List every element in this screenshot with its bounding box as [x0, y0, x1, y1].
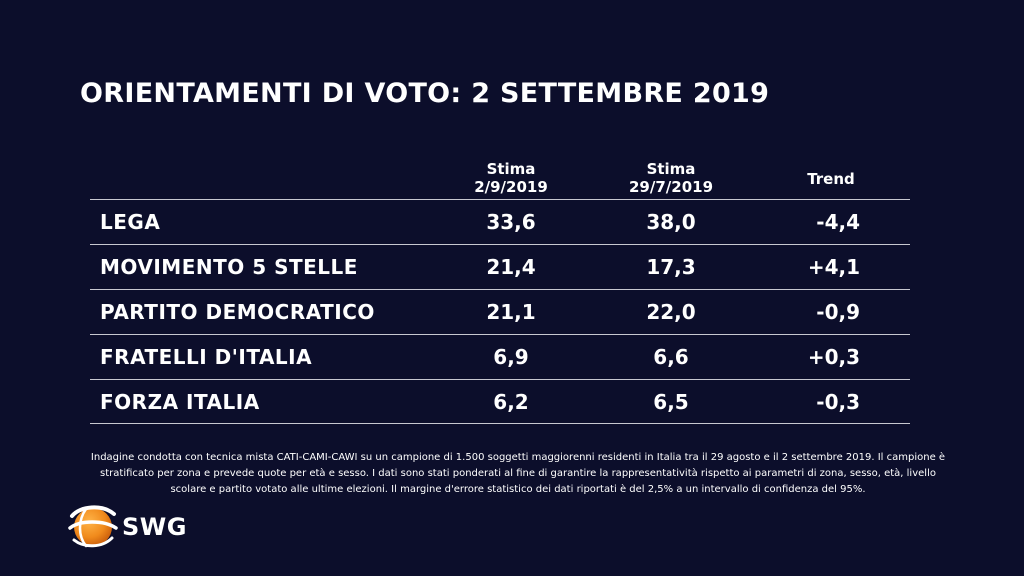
column-header-trend-label: Trend: [807, 170, 855, 188]
table-rule: [90, 289, 910, 290]
stima-current-value: 6,9: [493, 345, 529, 369]
trend-value: +0,3: [807, 345, 860, 369]
stima-current-value: 33,6: [486, 210, 536, 234]
stima-current-value: 21,1: [486, 300, 536, 324]
page-title: ORIENTAMENTI DI VOTO: 2 SETTEMBRE 2019: [80, 78, 770, 109]
column-header-stima-previous: Stima 29/7/2019: [596, 160, 746, 196]
swg-globe-icon: [68, 505, 118, 548]
stima-previous-value: 17,3: [646, 255, 696, 279]
party-name: LEGA: [100, 210, 161, 234]
party-name: PARTITO DEMOCRATICO: [100, 300, 375, 324]
table-row: FORZA ITALIA 6,2 6,5 -0,3: [0, 380, 1024, 425]
table-row: PARTITO DEMOCRATICO 21,1 22,0 -0,9: [0, 290, 1024, 335]
stima-current-value: 6,2: [493, 390, 529, 414]
column-header-stima-current-date: 2/9/2019: [474, 178, 548, 196]
swg-logo-text: SWG: [122, 513, 187, 541]
column-header-trend: Trend: [756, 170, 906, 188]
column-header-stima-current: Stima 2/9/2019: [436, 160, 586, 196]
table-row: MOVIMENTO 5 STELLE 21,4 17,3 +4,1: [0, 245, 1024, 290]
stima-previous-value: 38,0: [646, 210, 696, 234]
stima-previous-value: 6,5: [653, 390, 689, 414]
trend-value: +4,1: [807, 255, 860, 279]
table-rule: [90, 423, 910, 424]
column-header-stima-previous-date: 29/7/2019: [628, 178, 714, 196]
trend-value: -4,4: [816, 210, 860, 234]
stima-previous-value: 6,6: [653, 345, 689, 369]
table-rule: [90, 244, 910, 245]
stima-previous-value: 22,0: [646, 300, 696, 324]
column-header-stima-current-label: Stima: [486, 160, 536, 178]
table-rule: [90, 334, 910, 335]
party-name: MOVIMENTO 5 STELLE: [100, 255, 358, 279]
table-rule: [90, 379, 910, 380]
stima-current-value: 21,4: [486, 255, 536, 279]
party-name: FORZA ITALIA: [100, 390, 260, 414]
table-row: LEGA 33,6 38,0 -4,4: [0, 200, 1024, 245]
party-name: FRATELLI D'ITALIA: [100, 345, 313, 369]
table-rule: [90, 199, 910, 200]
methodology-footnote: Indagine condotta con tecnica mista CATI…: [90, 452, 946, 495]
column-header-stima-previous-label: Stima: [646, 160, 696, 178]
swg-logo: SWG: [66, 502, 196, 552]
table-row: FRATELLI D'ITALIA 6,9 6,6 +0,3: [0, 335, 1024, 380]
trend-value: -0,3: [816, 390, 860, 414]
trend-value: -0,9: [816, 300, 860, 324]
